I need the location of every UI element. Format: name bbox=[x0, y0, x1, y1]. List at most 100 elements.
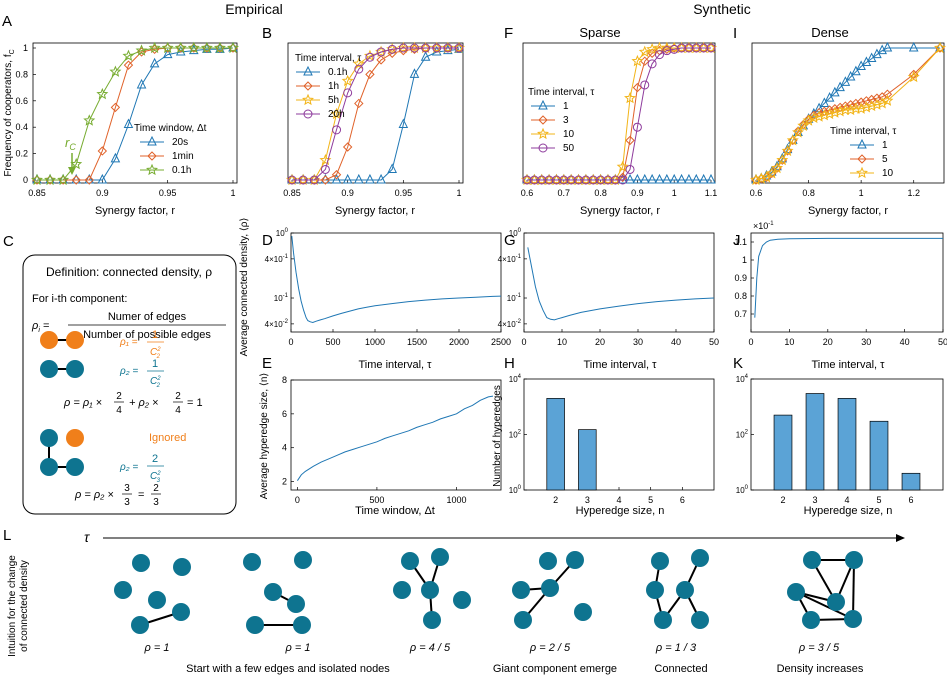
y-tick-label: 102 bbox=[736, 430, 749, 440]
tau-arrow-head bbox=[896, 534, 905, 542]
data-point bbox=[616, 160, 629, 172]
example1-node bbox=[40, 331, 58, 349]
data-point bbox=[566, 175, 576, 185]
y-tick-label: 10-1 bbox=[507, 293, 522, 303]
rho2b-num: 2 bbox=[152, 453, 158, 465]
network-node bbox=[423, 611, 441, 629]
y-tick-label: 2 bbox=[282, 477, 287, 487]
rho1-label: ρ₁ = bbox=[119, 337, 138, 348]
example2-isolated-node bbox=[66, 429, 84, 447]
data-point bbox=[706, 173, 716, 184]
y-tick-label: 0.8 bbox=[15, 69, 28, 79]
data-point bbox=[135, 44, 148, 56]
rho-i-symbol: ρi = bbox=[31, 320, 50, 334]
rho1-num: 1 bbox=[152, 329, 158, 341]
data-point bbox=[840, 76, 851, 86]
data-point bbox=[365, 69, 375, 80]
data-point bbox=[443, 43, 453, 53]
data-point bbox=[331, 170, 342, 180]
data-point bbox=[699, 43, 709, 53]
data-point bbox=[227, 41, 239, 54]
eq2-frac2-num: 2 bbox=[153, 483, 159, 494]
data-point bbox=[57, 173, 70, 186]
data-point bbox=[835, 81, 845, 92]
data-point bbox=[676, 173, 687, 184]
network-node bbox=[421, 581, 439, 599]
data-point bbox=[908, 41, 919, 52]
legend-title: Time interval, τ bbox=[528, 87, 594, 98]
data-point bbox=[551, 175, 561, 185]
axes-frame bbox=[290, 379, 502, 491]
axes-frame bbox=[523, 232, 715, 333]
legend-label: 0.1h bbox=[328, 67, 347, 78]
data-point bbox=[851, 65, 861, 76]
caption-1: Start with a few edges and isolated node… bbox=[186, 663, 390, 675]
y-axis-label: Average hyperedge size, ⟨n⟩ bbox=[259, 373, 270, 500]
y-tick-label: 4×10-1 bbox=[498, 254, 522, 264]
x-tick-label: 0.85 bbox=[28, 188, 46, 198]
axes-frame bbox=[290, 232, 502, 333]
data-point bbox=[855, 102, 868, 114]
series-line-20h bbox=[292, 47, 459, 181]
chart-h: 104 102 100 2 3 4 5 6 Hyperedge size, n Number of… bbox=[492, 374, 715, 517]
x-tick-label: 1000 bbox=[365, 337, 385, 347]
data-point bbox=[522, 173, 532, 184]
y-tick-label: 4 bbox=[282, 443, 287, 453]
network-node bbox=[148, 591, 166, 609]
x-tick-label: 30 bbox=[633, 337, 643, 347]
data-point bbox=[354, 98, 364, 109]
data-point bbox=[845, 100, 856, 110]
data-point bbox=[654, 50, 664, 60]
x-tick-label: 2500 bbox=[491, 337, 511, 347]
data-point bbox=[786, 134, 799, 146]
legend-label: 20s bbox=[172, 137, 188, 148]
bar-n-3 bbox=[578, 429, 597, 491]
data-point bbox=[872, 93, 882, 103]
legend-marker bbox=[303, 65, 313, 76]
x-axis-label: Synergy factor, r bbox=[580, 205, 660, 217]
data-point bbox=[45, 173, 55, 184]
y-multiplier: ×10-1 bbox=[753, 221, 774, 231]
data-point bbox=[684, 43, 694, 53]
network-snapshot bbox=[243, 551, 312, 634]
eq1-right: = 1 bbox=[187, 397, 203, 409]
data-point bbox=[522, 175, 532, 185]
panel-letter-k: K bbox=[733, 355, 743, 372]
data-point bbox=[342, 173, 353, 184]
data-point bbox=[213, 41, 226, 54]
network-node bbox=[401, 552, 419, 570]
data-point bbox=[824, 92, 835, 102]
network-node bbox=[676, 581, 694, 599]
x-tick-label: 30 bbox=[861, 337, 871, 347]
legend-marker bbox=[147, 151, 157, 161]
data-point bbox=[71, 173, 82, 184]
data-point bbox=[136, 78, 147, 89]
data-point bbox=[298, 173, 308, 184]
eq1-mid: + ρ₂ × bbox=[129, 397, 158, 409]
y-tick-label: 0.7 bbox=[734, 309, 747, 319]
data-point bbox=[343, 88, 353, 98]
x-tick-label: 4 bbox=[616, 495, 621, 505]
data-point bbox=[647, 59, 657, 69]
network-node bbox=[787, 583, 805, 601]
chart-j: 0 10 20 30 40 50 1.1 1 0.9 0.8 0.7 ×10-1 Time interv… bbox=[734, 221, 947, 371]
data-point bbox=[320, 164, 330, 174]
rho2b-den: C2 3 bbox=[150, 471, 161, 484]
legend: Time interval, τ 1 3 10 50 bbox=[528, 87, 594, 154]
x-tick-label: 10 bbox=[784, 337, 794, 347]
x-tick-label: 0.7 bbox=[558, 188, 571, 198]
intuition-ylabel-2: of connected density bbox=[19, 560, 30, 652]
legend-marker bbox=[302, 93, 314, 106]
data-point bbox=[309, 173, 320, 184]
data-point bbox=[421, 43, 431, 53]
data-point bbox=[83, 114, 96, 126]
network-node bbox=[243, 553, 261, 571]
legend-label: 1h bbox=[328, 81, 339, 92]
data-point bbox=[776, 153, 789, 166]
data-point bbox=[420, 51, 431, 61]
data-point bbox=[625, 164, 635, 174]
legend-marker bbox=[538, 115, 548, 125]
data-point bbox=[44, 173, 57, 186]
data-point bbox=[228, 41, 238, 52]
